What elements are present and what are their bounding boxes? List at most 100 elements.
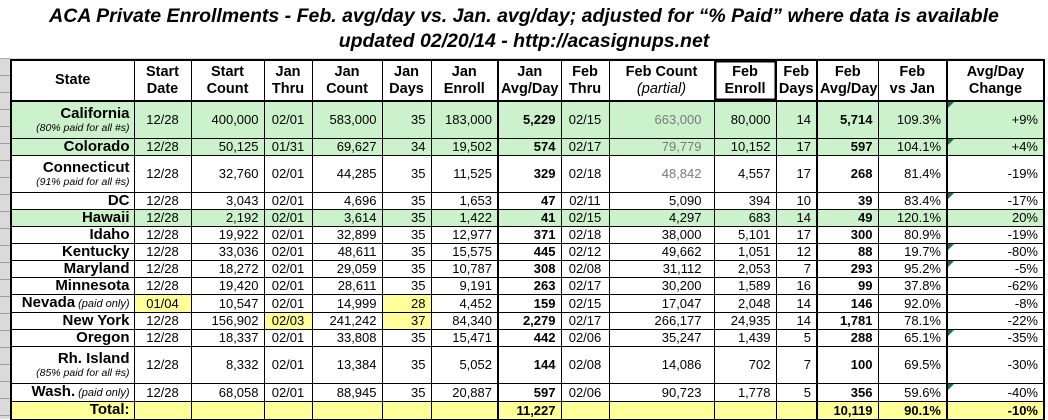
cell-jan-enroll[interactable]: 4,452 <box>430 293 499 313</box>
cell-feb-vs-jan[interactable]: 59.6% <box>877 382 948 402</box>
cell-feb-avg-day[interactable]: 293 <box>816 259 879 278</box>
cell-start-date[interactable]: 12/28 <box>133 328 192 347</box>
cell-feb-days[interactable]: 16 <box>775 276 818 295</box>
cell-feb-avg-day[interactable]: 300 <box>816 225 879 244</box>
cell-jan-count[interactable]: 13,384 <box>311 345 383 384</box>
cell-feb-count[interactable]: 49,662 <box>608 242 715 261</box>
cell-feb-days[interactable]: 14 <box>775 311 818 330</box>
cell-feb-thru[interactable]: 02/08 <box>560 345 610 384</box>
cell-feb-enroll[interactable]: 4,557 <box>713 154 777 193</box>
cell-feb-vs-jan[interactable]: 37.8% <box>877 276 948 295</box>
cell-feb-count[interactable]: 14,086 <box>608 345 715 384</box>
cell-jan-thru[interactable]: 02/01 <box>263 345 313 384</box>
cell-start-date[interactable]: 12/28 <box>133 345 192 384</box>
cell-feb-vs-jan[interactable]: 19.7% <box>877 242 948 261</box>
cell-start-date[interactable]: 12/28 <box>133 191 192 210</box>
col-header-jan-days[interactable]: Jan Days <box>381 59 432 102</box>
cell-feb-enroll[interactable]: 2,048 <box>713 293 777 313</box>
cell-jan-enroll[interactable]: 183,000 <box>430 100 499 139</box>
col-header-state[interactable]: State <box>10 59 135 102</box>
cell-start-date[interactable]: 12/28 <box>133 225 192 244</box>
cell-start-count[interactable]: 3,043 <box>190 191 265 210</box>
cell-change[interactable]: -62% <box>946 276 1045 295</box>
cell-start-count[interactable]: 19,420 <box>190 276 265 295</box>
col-header-jan-enroll[interactable]: Jan Enroll <box>430 59 499 102</box>
cell-feb-vs-jan[interactable]: 120.1% <box>877 208 948 227</box>
cell-feb-vs-jan[interactable]: 90.1% <box>877 400 948 420</box>
cell-jan-enroll[interactable]: 15,471 <box>430 328 499 347</box>
cell-jan-enroll[interactable] <box>430 400 499 420</box>
cell-feb-thru[interactable]: 02/12 <box>560 242 610 261</box>
cell-feb-thru[interactable]: 02/17 <box>560 137 610 156</box>
cell-feb-days[interactable]: 12 <box>775 242 818 261</box>
cell-jan-avg-day[interactable]: 574 <box>497 137 562 156</box>
cell-change[interactable]: -30% <box>946 345 1045 384</box>
cell-feb-avg-day[interactable]: 1,781 <box>816 311 879 330</box>
cell-feb-thru[interactable]: 02/15 <box>560 293 610 313</box>
cell-feb-vs-jan[interactable]: 78.1% <box>877 311 948 330</box>
cell-feb-count[interactable]: 79,779 <box>608 137 715 156</box>
cell-feb-count[interactable]: 90,723 <box>608 382 715 402</box>
cell-feb-avg-day[interactable]: 597 <box>816 137 879 156</box>
cell-feb-enroll[interactable]: 702 <box>713 345 777 384</box>
cell-feb-vs-jan[interactable]: 109.3% <box>877 100 948 139</box>
cell-feb-count[interactable] <box>608 400 715 420</box>
cell-start-count[interactable]: 68,058 <box>190 382 265 402</box>
cell-feb-count[interactable]: 4,297 <box>608 208 715 227</box>
cell-feb-days[interactable]: 7 <box>775 259 818 278</box>
cell-jan-enroll[interactable]: 10,787 <box>430 259 499 278</box>
cell-state[interactable]: Wash. (paid only) <box>10 382 135 402</box>
cell-start-count[interactable]: 19,922 <box>190 225 265 244</box>
cell-jan-days[interactable]: 35 <box>381 345 432 384</box>
cell-feb-thru[interactable]: 02/06 <box>560 382 610 402</box>
cell-jan-count[interactable]: 44,285 <box>311 154 383 193</box>
cell-jan-avg-day[interactable]: 11,227 <box>497 400 562 420</box>
cell-feb-days[interactable]: 17 <box>775 137 818 156</box>
cell-feb-days[interactable]: 17 <box>775 154 818 193</box>
cell-change[interactable]: +4% <box>946 137 1045 156</box>
cell-start-count[interactable]: 10,547 <box>190 293 265 313</box>
cell-jan-avg-day[interactable]: 597 <box>497 382 562 402</box>
cell-feb-avg-day[interactable]: 268 <box>816 154 879 193</box>
cell-jan-avg-day[interactable]: 5,229 <box>497 100 562 139</box>
cell-jan-enroll[interactable]: 15,575 <box>430 242 499 261</box>
col-header-jan-thru[interactable]: Jan Thru <box>263 59 313 102</box>
cell-change[interactable]: -40% <box>946 382 1045 402</box>
cell-start-count[interactable]: 156,902 <box>190 311 265 330</box>
cell-jan-days[interactable]: 35 <box>381 259 432 278</box>
cell-start-count[interactable]: 18,272 <box>190 259 265 278</box>
cell-state[interactable]: Kentucky <box>10 242 135 261</box>
cell-start-count[interactable]: 18,337 <box>190 328 265 347</box>
cell-start-date[interactable]: 01/04 <box>133 293 192 313</box>
cell-feb-avg-day[interactable]: 10,119 <box>816 400 879 420</box>
cell-jan-thru[interactable]: 02/01 <box>263 191 313 210</box>
cell-state[interactable]: Total: <box>10 400 135 420</box>
cell-start-date[interactable]: 12/28 <box>133 208 192 227</box>
cell-jan-thru[interactable]: 02/01 <box>263 259 313 278</box>
cell-jan-thru[interactable]: 02/01 <box>263 242 313 261</box>
cell-state[interactable]: Rh. Island (85% paid for all #s) <box>10 345 135 384</box>
cell-jan-days[interactable] <box>381 400 432 420</box>
cell-jan-thru[interactable]: 02/01 <box>263 100 313 139</box>
cell-feb-enroll[interactable]: 1,778 <box>713 382 777 402</box>
cell-jan-days[interactable]: 35 <box>381 242 432 261</box>
cell-change[interactable]: -19% <box>946 225 1045 244</box>
cell-jan-days[interactable]: 35 <box>381 276 432 295</box>
cell-feb-count[interactable]: 30,200 <box>608 276 715 295</box>
cell-feb-count[interactable]: 38,000 <box>608 225 715 244</box>
cell-feb-count[interactable]: 17,047 <box>608 293 715 313</box>
col-header-change[interactable]: Avg/Day Change <box>946 59 1045 102</box>
cell-change[interactable]: -22% <box>946 311 1045 330</box>
col-header-feb-thru[interactable]: Feb Thru <box>560 59 610 102</box>
cell-jan-thru[interactable]: 02/01 <box>263 225 313 244</box>
cell-state[interactable]: Maryland <box>10 259 135 278</box>
cell-jan-count[interactable]: 3,614 <box>311 208 383 227</box>
cell-change[interactable]: -8% <box>946 293 1045 313</box>
cell-feb-count[interactable]: 31,112 <box>608 259 715 278</box>
cell-jan-days[interactable]: 37 <box>381 311 432 330</box>
cell-feb-avg-day[interactable]: 5,714 <box>816 100 879 139</box>
cell-start-date[interactable]: 12/28 <box>133 276 192 295</box>
cell-feb-enroll[interactable]: 1,051 <box>713 242 777 261</box>
cell-jan-count[interactable]: 33,808 <box>311 328 383 347</box>
cell-jan-enroll[interactable]: 5,052 <box>430 345 499 384</box>
